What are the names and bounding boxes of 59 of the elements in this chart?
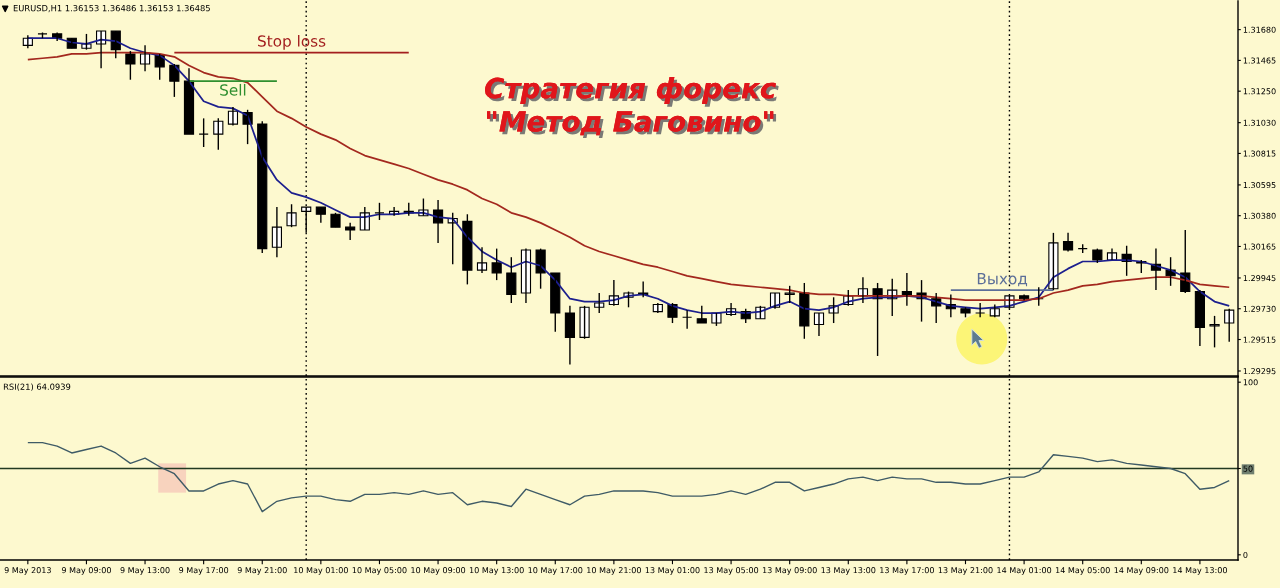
chart-subtitle: EURUSD,H1 1.36153 1.36486 1.36153 1.36485 — [13, 4, 210, 13]
candlestick — [579, 305, 590, 340]
y-tick-label: 1.29515 — [1243, 336, 1276, 343]
y-tick-label: 1.31250 — [1243, 88, 1276, 95]
y-tick-label: 1.30595 — [1243, 182, 1276, 189]
line-series — [27, 441, 1230, 513]
x-tick-label: 9 May 09:00 — [61, 567, 111, 575]
x-tick-label: 13 May 05:00 — [704, 567, 759, 575]
x-tick-label: 10 May 13:00 — [469, 567, 524, 575]
candlestick — [535, 247, 546, 290]
candlestick — [345, 222, 356, 241]
x-tick-label: 9 May 2013 — [4, 567, 51, 575]
y-tick-label: 100 — [1243, 379, 1258, 386]
y-tick-label: 1.31030 — [1243, 119, 1276, 126]
y-tick-label: 1.30815 — [1243, 150, 1276, 157]
candlestick — [491, 247, 502, 281]
candlestick — [169, 63, 180, 98]
x-tick-label: 9 May 17:00 — [179, 567, 229, 575]
x-tick-label: 10 May 01:00 — [294, 567, 348, 575]
x-tick-label: 14 May 09:00 — [1114, 567, 1169, 575]
candlestick — [975, 302, 986, 319]
candlestick — [594, 292, 605, 314]
x-tick-label: 10 May 17:00 — [528, 567, 583, 575]
x-tick-label: 13 May 09:00 — [762, 567, 817, 575]
x-tick-label: 13 May 01:00 — [645, 567, 700, 575]
y-tick-label: 1.29945 — [1243, 275, 1276, 282]
candlestick — [198, 117, 209, 148]
candlestick — [462, 213, 473, 286]
candlestick — [506, 256, 517, 304]
series-label: Sell — [220, 83, 246, 96]
x-tick-label: 13 May 17:00 — [880, 567, 934, 575]
y-tick-label: 1.29295 — [1243, 368, 1276, 375]
text: Стратегия форекс "Метод Баговино" — [485, 77, 779, 139]
x-tick-label: 14 May 13:00 — [1173, 567, 1227, 575]
candlestick — [286, 203, 297, 228]
y-tick-label: 1.31465 — [1243, 57, 1276, 64]
x-tick-label: 9 May 21:00 — [237, 567, 287, 575]
x-tick-label: 10 May 09:00 — [411, 567, 466, 575]
candlestick — [125, 50, 136, 81]
x-tick-label: 14 May 05:00 — [1055, 567, 1110, 575]
y-tick-label: 1.30380 — [1243, 212, 1276, 219]
y-tick-label: 50 — [1243, 465, 1253, 472]
candlestick — [799, 282, 810, 340]
y-tick-label: 1.29730 — [1243, 305, 1276, 312]
x-tick-label: 10 May 05:00 — [352, 567, 407, 575]
candlestick — [1209, 315, 1220, 349]
x-tick-label: 13 May 13:00 — [821, 567, 876, 575]
x-tick-label: 9 May 13:00 — [120, 567, 170, 575]
x-tick-label: 10 May 21:00 — [587, 567, 641, 575]
candlestick — [682, 309, 693, 330]
series-label: Stop loss — [258, 34, 326, 50]
candlestick — [1048, 232, 1059, 291]
text: RSI(21) 64.0939 — [3, 383, 71, 391]
x-tick-label: 13 May 21:00 — [938, 567, 993, 575]
series-label: Выход — [977, 273, 1028, 287]
y-tick-label: 1.31680 — [1243, 26, 1276, 33]
y-tick-label: 0 — [1243, 551, 1248, 558]
x-tick-label: 14 May 01:00 — [997, 567, 1052, 575]
y-tick-label: 1.30165 — [1243, 243, 1276, 250]
